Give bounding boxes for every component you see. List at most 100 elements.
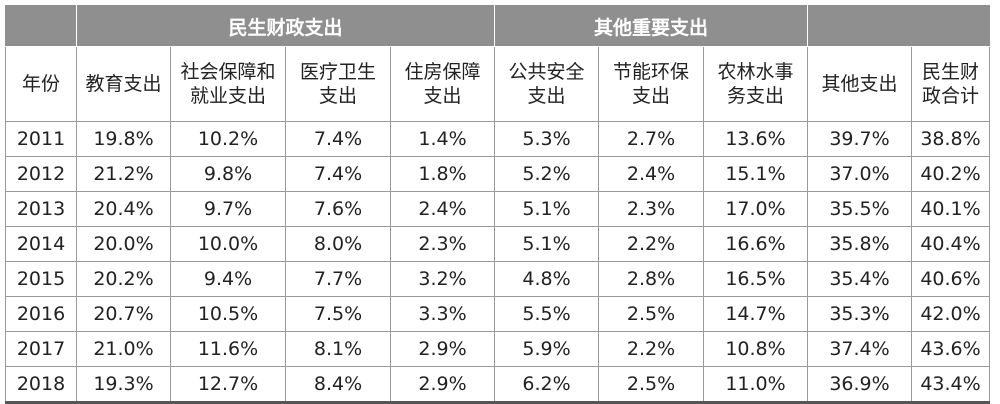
column-header-line: 医疗卫生 <box>299 61 376 83</box>
cell-other: 37.0% <box>807 156 912 192</box>
column-header-line: 政合计 <box>921 85 979 107</box>
cell-agriculture: 17.0% <box>703 191 808 227</box>
column-header-safety: 公共安全 支出 <box>494 46 599 122</box>
column-header-line: 支出 <box>631 85 670 107</box>
cell-medical: 7.4% <box>285 156 391 192</box>
cell-total: 40.4% <box>911 226 990 262</box>
table-row: 2013 20.4% 9.7% 7.6% 2.4% 5.1% 2.3% 17.0% 35.5% 4… <box>5 191 990 227</box>
cell-other: 37.4% <box>807 331 912 367</box>
cell-safety: 5.1% <box>494 226 599 262</box>
table-row: 2017 21.0% 11.6% 8.1% 2.9% 5.9% 2.2% 10.8% 37.4%… <box>5 331 990 367</box>
cell-year: 2011 <box>5 121 77 157</box>
cell-agriculture: 16.5% <box>703 261 808 297</box>
cell-safety: 5.3% <box>494 121 599 157</box>
cell-environment: 2.2% <box>598 226 704 262</box>
cell-environment: 2.7% <box>598 121 704 157</box>
cell-social: 10.0% <box>170 226 286 262</box>
cell-medical: 8.1% <box>285 331 391 367</box>
cell-safety: 5.5% <box>494 296 599 332</box>
cell-medical: 8.4% <box>285 366 391 403</box>
column-header-line: 支出 <box>318 85 357 107</box>
column-header-social: 社会保障和 就业支出 <box>170 46 286 122</box>
cell-year: 2015 <box>5 261 77 297</box>
cell-total: 40.2% <box>911 156 990 192</box>
cell-environment: 2.8% <box>598 261 704 297</box>
cell-housing: 2.3% <box>390 226 495 262</box>
cell-total: 42.0% <box>911 296 990 332</box>
cell-safety: 6.2% <box>494 366 599 403</box>
fiscal-expenditure-table: 民生财政支出 其他重要支出 年份 教育支出 社会保障和 就业支出 医疗卫生 支出 住房保障支… <box>5 5 990 404</box>
column-header-line: 民生财 <box>921 61 979 83</box>
column-header-line: 就业支出 <box>189 85 266 107</box>
cell-agriculture: 15.1% <box>703 156 808 192</box>
column-header-line: 务支出 <box>726 85 784 107</box>
column-header-line: 农林水事 <box>717 61 794 83</box>
cell-other: 35.5% <box>807 191 912 227</box>
cell-other: 35.4% <box>807 261 912 297</box>
cell-education: 20.7% <box>76 296 171 332</box>
cell-social: 9.4% <box>170 261 286 297</box>
column-header-line: 支出 <box>423 85 462 107</box>
table-row: 2016 20.7% 10.5% 7.5% 3.3% 5.5% 2.5% 14.7% 35.3%… <box>5 296 990 332</box>
table-row: 2015 20.2% 9.4% 7.7% 3.2% 4.8% 2.8% 16.5% 35.4% 4… <box>5 261 990 297</box>
group-header-blank-right <box>807 5 990 47</box>
cell-year: 2014 <box>5 226 77 262</box>
column-header-total: 民生财 政合计 <box>911 46 990 122</box>
cell-safety: 5.2% <box>494 156 599 192</box>
cell-housing: 2.9% <box>390 366 495 403</box>
cell-other: 36.9% <box>807 366 912 403</box>
cell-agriculture: 14.7% <box>703 296 808 332</box>
column-header-environment: 节能环保 支出 <box>598 46 704 122</box>
cell-social: 10.5% <box>170 296 286 332</box>
cell-total: 38.8% <box>911 121 990 157</box>
group-header-livelihood: 民生财政支出 <box>76 5 495 47</box>
cell-environment: 2.4% <box>598 156 704 192</box>
cell-education: 21.0% <box>76 331 171 367</box>
cell-education: 21.2% <box>76 156 171 192</box>
cell-safety: 5.9% <box>494 331 599 367</box>
cell-medical: 7.7% <box>285 261 391 297</box>
group-header-other-important: 其他重要支出 <box>494 5 808 47</box>
cell-year: 2018 <box>5 366 77 403</box>
table-row: 2012 21.2% 9.8% 7.4% 1.8% 5.2% 2.4% 15.1% 37.0% 4… <box>5 156 990 192</box>
cell-education: 19.8% <box>76 121 171 157</box>
group-header-blank-left <box>5 5 77 47</box>
column-header-line: 公共安全 <box>508 61 585 83</box>
cell-housing: 1.8% <box>390 156 495 192</box>
column-header-other: 其他支出 <box>807 46 912 122</box>
cell-social: 9.7% <box>170 191 286 227</box>
fiscal-expenditure-table-container: 民生财政支出 其他重要支出 年份 教育支出 社会保障和 就业支出 医疗卫生 支出 住房保障支… <box>5 5 990 404</box>
cell-housing: 3.3% <box>390 296 495 332</box>
cell-year: 2017 <box>5 331 77 367</box>
column-header-line: 支出 <box>527 85 566 107</box>
cell-social: 11.6% <box>170 331 286 367</box>
cell-agriculture: 10.8% <box>703 331 808 367</box>
cell-other: 35.8% <box>807 226 912 262</box>
cell-environment: 2.2% <box>598 331 704 367</box>
column-header-housing: 住房保障 支出 <box>390 46 495 122</box>
cell-year: 2016 <box>5 296 77 332</box>
cell-education: 20.2% <box>76 261 171 297</box>
column-header-line: 其他支出 <box>821 73 898 95</box>
cell-education: 20.4% <box>76 191 171 227</box>
group-header-row: 民生财政支出 其他重要支出 <box>5 5 990 47</box>
cell-total: 43.6% <box>911 331 990 367</box>
cell-total: 43.4% <box>911 366 990 403</box>
cell-social: 10.2% <box>170 121 286 157</box>
cell-agriculture: 16.6% <box>703 226 808 262</box>
column-header-line: 教育支出 <box>85 73 162 95</box>
cell-housing: 2.4% <box>390 191 495 227</box>
cell-other: 35.3% <box>807 296 912 332</box>
cell-environment: 2.5% <box>598 296 704 332</box>
cell-housing: 2.9% <box>390 331 495 367</box>
cell-environment: 2.5% <box>598 366 704 403</box>
cell-total: 40.6% <box>911 261 990 297</box>
column-header-row: 年份 教育支出 社会保障和 就业支出 医疗卫生 支出 住房保障 支出 公共安全 支出 节能环保 支出农… <box>5 46 990 122</box>
cell-total: 40.1% <box>911 191 990 227</box>
column-header-education: 教育支出 <box>76 46 171 122</box>
cell-education: 19.3% <box>76 366 171 403</box>
column-header-agriculture: 农林水事 务支出 <box>703 46 808 122</box>
column-header-line: 住房保障 <box>404 61 481 83</box>
cell-safety: 5.1% <box>494 191 599 227</box>
column-header-year: 年份 <box>5 46 77 122</box>
